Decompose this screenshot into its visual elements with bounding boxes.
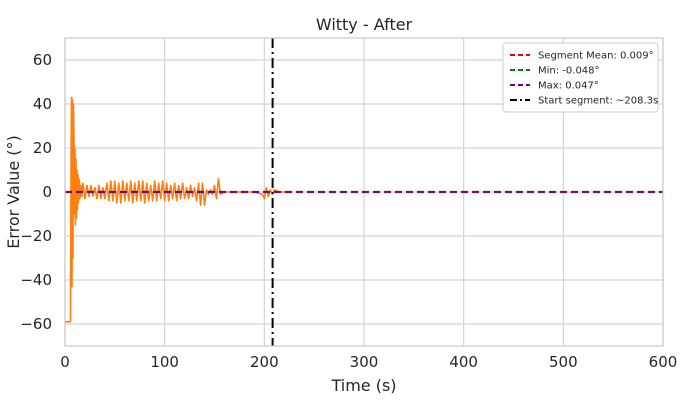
reference-lines: [65, 38, 663, 346]
legend: Segment Mean: 0.009° Min: -0.048° Max: 0.0…: [502, 42, 659, 113]
x-tick-label: 600: [649, 353, 678, 371]
y-tick-label: 40: [33, 95, 52, 113]
plot-frame: [64, 37, 664, 347]
x-tick-label: 0: [60, 353, 70, 371]
y-tick-label: −40: [20, 271, 52, 289]
y-tick-label: 20: [33, 139, 52, 157]
x-axis-label: Time (s): [330, 376, 396, 395]
series-line: [65, 96, 290, 323]
x-tick-label: 100: [150, 353, 179, 371]
x-tick-label: 500: [549, 353, 578, 371]
x-tick-label: 400: [449, 353, 478, 371]
y-tick-label: −60: [20, 315, 52, 333]
chart-title: Witty - After: [316, 15, 413, 34]
series-layer: [65, 96, 290, 323]
y-tick-label: 60: [33, 51, 52, 69]
legend-entry: Max: 0.047°: [538, 81, 599, 92]
x-tick-label: 200: [250, 353, 279, 371]
x-tick-labels: 0 100 200 300 400 500 600: [60, 353, 677, 371]
y-tick-label: −20: [20, 227, 52, 245]
y-tick-label: 0: [42, 183, 52, 201]
legend-entry: Min: -0.048°: [538, 66, 600, 77]
y-axis-label: Error Value (°): [4, 135, 23, 249]
legend-box: [502, 42, 659, 113]
x-tick-label: 300: [350, 353, 379, 371]
legend-entry: Segment Mean: 0.009°: [538, 51, 654, 62]
legend-entry: Start segment: ~208.3s: [538, 96, 658, 107]
y-tick-labels: −60 −40 −20 0 20 40 60: [20, 51, 52, 333]
